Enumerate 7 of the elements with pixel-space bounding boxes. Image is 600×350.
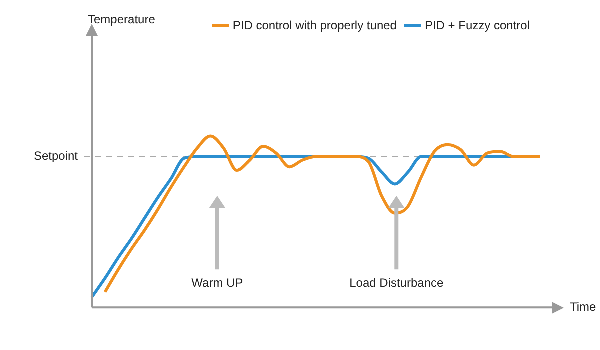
ref-line-label: Setpoint <box>34 149 79 164</box>
x-axis-title: Time <box>570 300 597 314</box>
annotation: Load Disturbance <box>350 276 444 290</box>
annotation: Warm UP <box>192 276 244 290</box>
legend-label: PID + Fuzzy control <box>424 18 530 32</box>
text: Temperature <box>88 12 156 26</box>
legend-label: PID control with properly tuned <box>232 18 397 32</box>
